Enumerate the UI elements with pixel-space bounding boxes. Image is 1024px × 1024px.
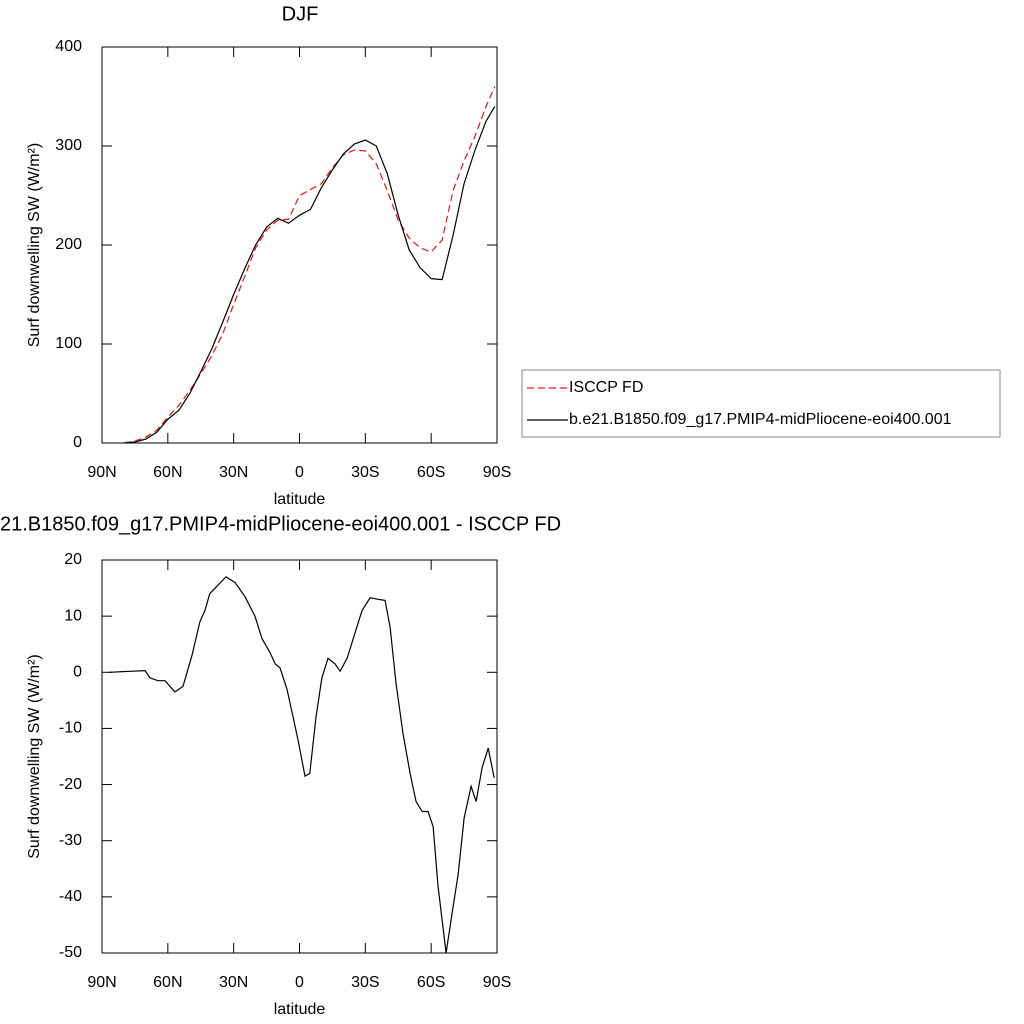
x-tick-label: 90S [483, 464, 511, 481]
y-axis-label: Surf downwelling SW (W/m²) [26, 143, 43, 347]
x-tick-label: 90N [87, 974, 116, 991]
y-tick-label: 0 [73, 434, 82, 451]
y-tick-label: 20 [64, 551, 82, 568]
x-tick-label: 30S [351, 464, 379, 481]
y-tick-label: -30 [59, 832, 82, 849]
y-tick-label: -10 [59, 720, 82, 737]
legend-label: ISCCP FD [569, 379, 643, 396]
x-tick-label: 90S [483, 974, 511, 991]
x-tick-label: 60N [153, 464, 182, 481]
x-tick-label: 60S [417, 464, 445, 481]
y-tick-label: 10 [64, 607, 82, 624]
x-tick-label: 60N [153, 974, 182, 991]
x-tick-label: 60S [417, 974, 445, 991]
y-axis-label: Surf downwelling SW (W/m²) [26, 654, 43, 858]
chart-title: 21.B1850.f09_g17.PMIP4-midPliocene-eoi40… [0, 513, 561, 535]
x-tick-label: 30N [219, 974, 248, 991]
series-line [108, 576, 495, 954]
legend-box [521, 369, 1001, 438]
y-tick-label: 400 [55, 38, 82, 55]
x-tick-label: 30S [351, 974, 379, 991]
x-axis-label: latitude [274, 1001, 326, 1018]
y-tick-label: -20 [59, 776, 82, 793]
x-tick-label: 0 [295, 464, 304, 481]
y-tick-label: -50 [59, 944, 82, 961]
chart-title: DJF [282, 3, 319, 25]
y-tick-label: 200 [55, 236, 82, 253]
y-tick-label: 0 [73, 664, 82, 681]
plot-frame [101, 46, 498, 444]
y-tick-label: 100 [55, 335, 82, 352]
x-axis-label: latitude [274, 491, 326, 508]
series-line [123, 106, 496, 444]
plot-frame [101, 559, 498, 954]
y-tick-label: 300 [55, 137, 82, 154]
legend-label: b.e21.B1850.f09_g17.PMIP4-midPliocene-eo… [569, 411, 952, 428]
series-line [123, 86, 496, 444]
x-tick-label: 0 [295, 974, 304, 991]
y-tick-label: -40 [59, 888, 82, 905]
x-tick-label: 30N [219, 464, 248, 481]
x-tick-label: 90N [87, 464, 116, 481]
